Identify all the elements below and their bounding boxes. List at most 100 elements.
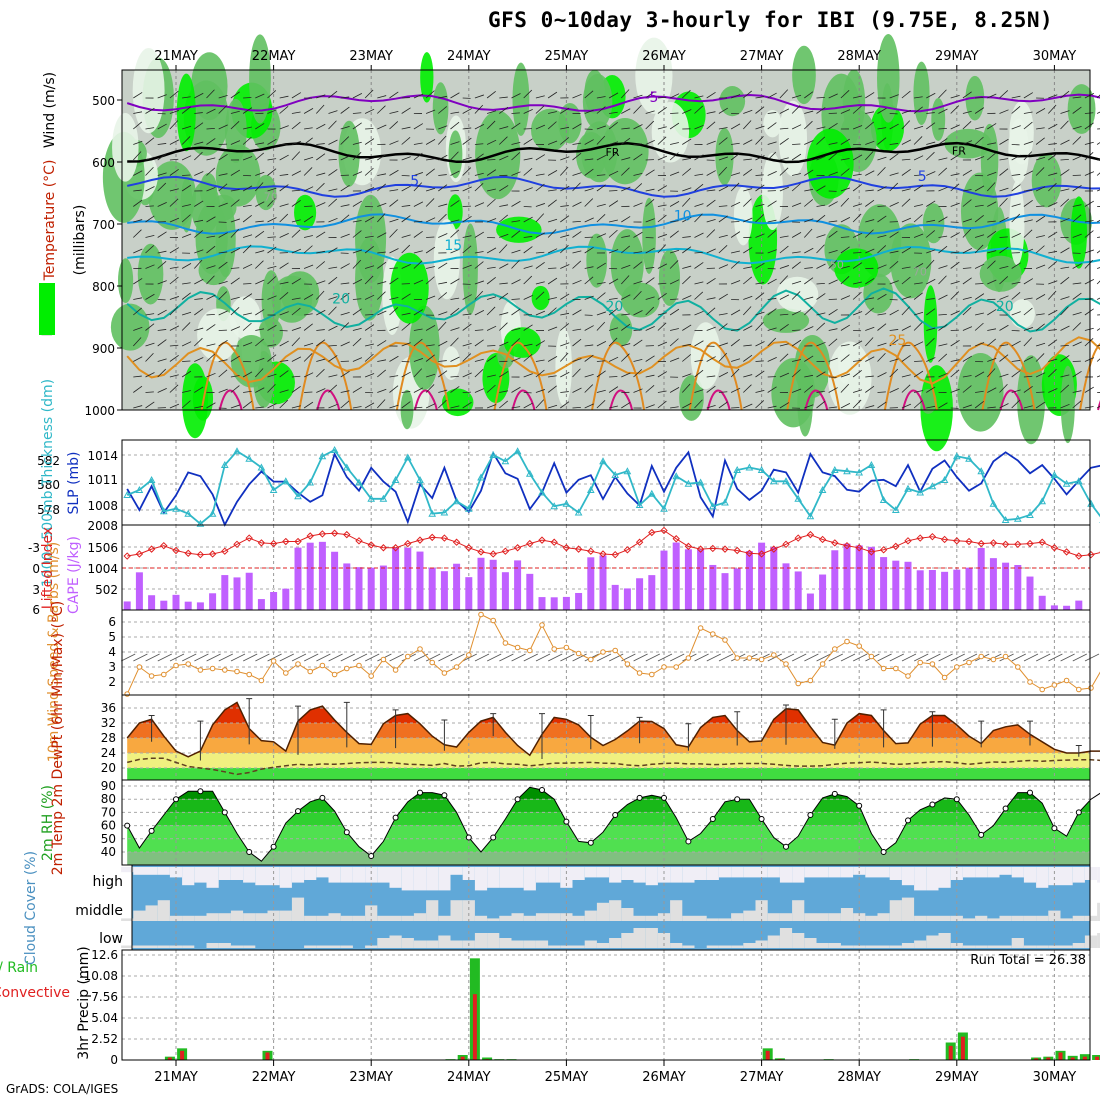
wind-barb [621, 137, 631, 145]
wind-barb [401, 156, 411, 161]
wind-barb [194, 230, 204, 238]
wind-barb [1060, 90, 1070, 99]
cloud-bar [133, 910, 146, 921]
wind-barb [560, 107, 570, 114]
tick-label: 80 [101, 792, 116, 806]
wind-barb [425, 295, 436, 300]
wind-barb [913, 233, 924, 238]
cape-bar [941, 571, 949, 610]
cloud-bar [340, 945, 353, 948]
wind-barb [413, 309, 423, 316]
rh-shade-cell [658, 249, 681, 306]
rh-band [127, 799, 1090, 813]
wind-barb [926, 171, 936, 176]
date-tick-top: 26MAY [642, 49, 686, 64]
wind-barb [645, 384, 655, 393]
wind-barb [1048, 172, 1058, 176]
wind-barb [438, 262, 448, 269]
wind-barb [1048, 388, 1058, 393]
wind-barb [877, 372, 887, 378]
wind-barb [865, 337, 874, 347]
wind-barb [877, 313, 887, 316]
cloud-bar [487, 933, 500, 948]
wind-barb [133, 307, 143, 316]
wind-barb [791, 653, 807, 662]
temperature-contour [395, 341, 450, 411]
wind-barb [962, 91, 972, 99]
wind-barb [194, 122, 204, 130]
wind-barb [633, 280, 643, 285]
cape-bar [928, 569, 936, 610]
cloud-bar [1011, 938, 1024, 948]
wind-barb [718, 186, 729, 192]
wind-barb [462, 372, 472, 378]
wind-barb [560, 215, 570, 223]
wind-barb [865, 278, 875, 285]
cloud-bar [779, 913, 793, 921]
wind-barb [291, 141, 301, 145]
wind-barb [974, 293, 985, 300]
thickness-point [1026, 510, 1034, 518]
cape-bar [245, 572, 253, 610]
wind-barb [145, 234, 155, 238]
thickness-point [623, 467, 632, 475]
wind-speed-point [685, 655, 692, 661]
cloud-bar [1036, 915, 1049, 921]
cape-bar [892, 560, 900, 610]
wind-barb [1011, 125, 1021, 130]
wind-barb [218, 183, 228, 192]
wind-barb [804, 91, 814, 99]
lifted-index-point [318, 530, 327, 538]
wind-barb [901, 139, 912, 145]
wind-barb [206, 138, 216, 145]
rh-shade-cell [176, 73, 196, 152]
wind-barb [523, 324, 533, 331]
wind-barb [1023, 297, 1033, 300]
wind-barb [474, 251, 484, 254]
wind-barb [999, 197, 1008, 207]
wind-barb [706, 277, 716, 285]
cape-bar [977, 547, 985, 610]
wind-barb [523, 216, 533, 223]
legend-rh-swatch [39, 283, 55, 335]
wind-speed-point [746, 655, 753, 661]
wind-barb [608, 249, 619, 254]
wind-barb [572, 309, 582, 316]
wind-barb [938, 313, 947, 316]
wind-barb [950, 153, 960, 161]
cloud-bar [499, 867, 512, 888]
wind-barb [621, 108, 631, 114]
wind-barb [962, 248, 973, 254]
wind-barb [962, 218, 972, 223]
lifted-index-point [550, 538, 558, 546]
wind-barb [230, 307, 240, 316]
wind-barb [352, 338, 362, 347]
wind-barb [657, 341, 668, 347]
lifted-index-point [843, 541, 851, 550]
wind-speed-point [1088, 685, 1094, 691]
wind-barb [584, 344, 594, 347]
wind-barb [194, 405, 204, 409]
wind-barb [926, 219, 936, 223]
cloud-bar [377, 938, 390, 948]
wind-barb [865, 170, 875, 176]
wind-barb [670, 220, 679, 223]
wind-barb [377, 154, 387, 161]
lifted-index-point [1050, 544, 1059, 552]
cloud-bar [365, 945, 378, 948]
wind-barb [340, 214, 350, 223]
wind-barb [1084, 279, 1095, 285]
wind-barb [913, 136, 923, 145]
thickness-point [977, 467, 986, 475]
lifted-index-point [977, 539, 985, 548]
wind-barb [974, 215, 984, 223]
cloud-bar [206, 867, 219, 888]
wind-barb [657, 263, 668, 269]
wind-barb [938, 108, 948, 114]
cape-bar [367, 567, 375, 610]
lifted-index-point [770, 545, 778, 553]
wind-barb [987, 368, 996, 378]
cloud-bar [340, 867, 353, 883]
cloud-bar [535, 867, 549, 883]
wind-barb [584, 403, 594, 409]
